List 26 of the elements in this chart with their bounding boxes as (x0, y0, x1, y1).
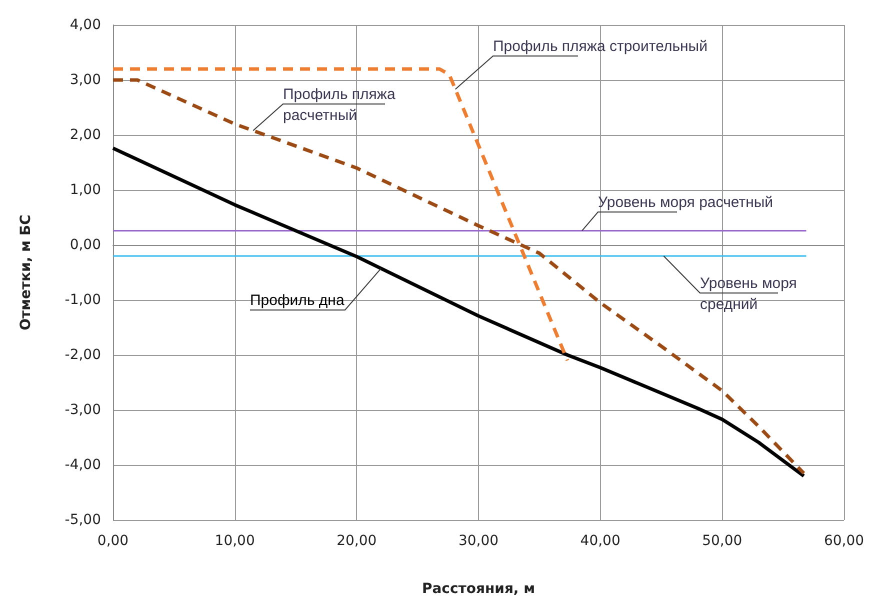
series-label: Профиль пляжа расчетный (283, 86, 396, 124)
x-tick-label: 0,00 (97, 533, 129, 549)
x-tick-label: 10,00 (214, 533, 255, 549)
series-label: Уровень моря расчетный (598, 194, 774, 211)
x-axis-title: Расстояния, м (422, 581, 536, 597)
y-tick-label: 4,00 (70, 17, 101, 33)
x-tick-label: 40,00 (580, 533, 620, 549)
y-tick-label: 3,00 (70, 72, 101, 88)
y-tick-label: -2,00 (64, 347, 101, 363)
y-tick-label: 1,00 (70, 182, 101, 198)
y-tick-label: -3,00 (64, 402, 101, 418)
x-tick-label: 50,00 (702, 533, 742, 549)
y-tick-label: 2,00 (70, 127, 101, 143)
x-tick-label: 30,00 (458, 533, 499, 549)
y-axis-title: Отметки, м БС (18, 214, 34, 330)
y-tick-label: -4,00 (64, 457, 101, 473)
y-tick-label: -5,00 (64, 512, 101, 528)
text: Профиль пляжа строительный (493, 38, 708, 55)
x-tick-label: 60,00 (824, 533, 864, 549)
line-series (111, 78, 806, 475)
text: Профиль дна (250, 292, 345, 309)
x-tick-label: 20,00 (336, 533, 377, 549)
y-tick-label: 0,00 (70, 237, 101, 253)
y-tick-label: -1,00 (64, 292, 101, 308)
series-label: Уровень моря средний (700, 275, 797, 313)
line-series (111, 146, 806, 478)
